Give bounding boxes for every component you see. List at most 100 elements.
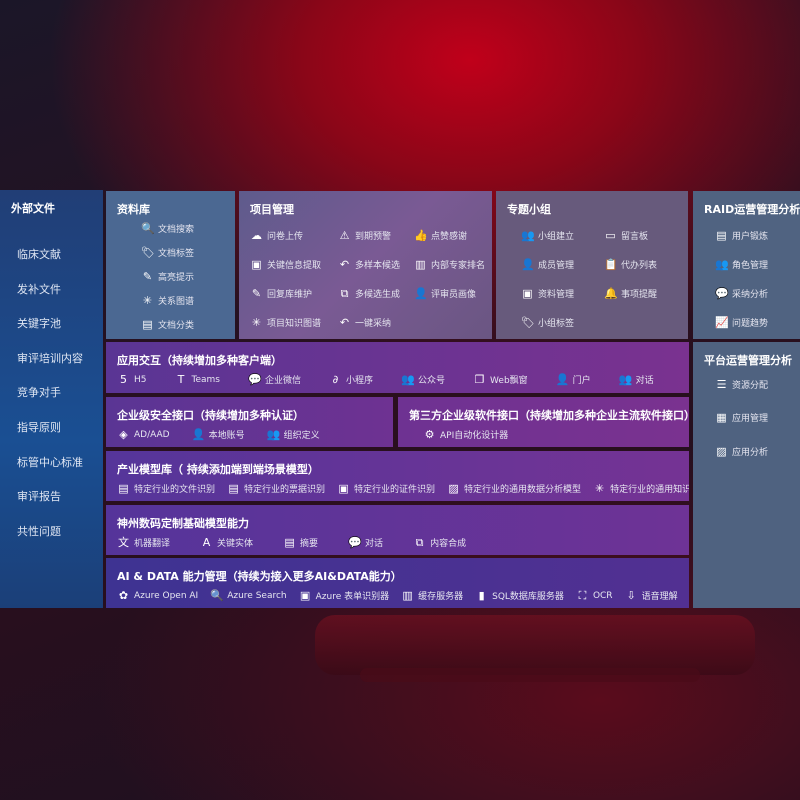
- item-speech[interactable]: ⇩ 语音理解: [625, 589, 677, 602]
- item-label: 项目知识图谱: [267, 319, 322, 329]
- panel-title: RAID运营管理分析: [704, 203, 800, 216]
- item-label: 资料管理: [538, 290, 575, 300]
- panel-industry-models: 产业模型库（ 持续添加端到端场景模型） ▤ 特定行业的文件识别 ▤ 特定行业的票据识别 ▣…: [106, 451, 689, 501]
- item-ad[interactable]: ◈ AD/AAD: [117, 428, 169, 441]
- sidebar-item[interactable]: 共性问题: [17, 524, 61, 538]
- item-label: 企业微信: [264, 376, 301, 386]
- panel-topic-group: 专题小组 👥 小组建立 ▭ 留言板 👤 成员管理 📋 代办列表 ▣ 资料管理 🔔 事项提醒 🏷 小组标签: [496, 191, 688, 339]
- item-entity[interactable]: A 关键实体: [200, 536, 253, 549]
- item-tag[interactable]: 🏷 文档标签: [141, 246, 194, 259]
- item-checklist[interactable]: ☰ 资源分配: [715, 378, 768, 391]
- item-reply[interactable]: ↶ 一键采纳: [338, 316, 391, 329]
- reply-icon: ↶: [339, 258, 350, 271]
- sidebar-item[interactable]: 竞争对手: [17, 386, 61, 400]
- item-puzzle[interactable]: ⧉ 多候选生成: [338, 287, 400, 300]
- item-chart[interactable]: ▨ 应用分析: [715, 445, 768, 458]
- item-graph[interactable]: ✳ 关系图谱: [141, 294, 194, 307]
- sidebar-item[interactable]: 审评报告: [17, 490, 61, 504]
- item-label: 资源分配: [732, 381, 769, 391]
- monitor-stand: [315, 615, 755, 675]
- item-graph[interactable]: ✳ 特定行业的通用知识图谱模型: [593, 482, 689, 495]
- item-ranking[interactable]: ▥ 内部专家排名: [414, 258, 485, 271]
- item-teams[interactable]: T Teams: [175, 373, 220, 386]
- reply-icon: ↶: [339, 316, 350, 329]
- item-label: 留言板: [621, 232, 649, 242]
- alarm-icon: ⚠: [339, 229, 350, 242]
- item-chart[interactable]: ▨ 特定行业的通用数据分析模型: [447, 482, 581, 495]
- item-folder[interactable]: ▣ 资料管理: [521, 287, 574, 300]
- sidebar-item[interactable]: 指导原则: [17, 421, 61, 434]
- item-qa[interactable]: 💬 采纳分析: [715, 287, 768, 300]
- sidebar-item[interactable]: 发补文件: [17, 282, 61, 296]
- item-reply[interactable]: ↶ 多样本候选: [338, 258, 400, 271]
- item-ocr[interactable]: ⛶ OCR: [576, 589, 613, 602]
- item-portal[interactable]: 👤 门户: [556, 373, 591, 386]
- item-user[interactable]: 👤 评审员画像: [414, 287, 476, 300]
- item-trend[interactable]: 📈 问题趋势: [715, 316, 768, 329]
- sidebar-item[interactable]: 临床文献: [17, 248, 61, 261]
- trend-icon: 📈: [715, 316, 729, 329]
- item-pen[interactable]: ✎ 高亮提示: [141, 270, 194, 283]
- item-organization[interactable]: 👥 组织定义: [267, 428, 320, 441]
- folder-icon: ▣: [522, 287, 533, 300]
- panel-title: 平台运营管理分析: [704, 354, 792, 367]
- item-cloud-upload[interactable]: ☁ 问卷上传: [250, 229, 303, 242]
- item-database[interactable]: ▮ SQL数据库服务器: [475, 589, 564, 602]
- thumbs-up-icon: 👍: [414, 229, 428, 242]
- item-edit[interactable]: ✎ 回复库维护: [250, 287, 312, 300]
- item-window[interactable]: ▣ 关键信息提取: [250, 258, 321, 271]
- chat-icon: 👥: [618, 373, 633, 386]
- item-user-add[interactable]: 👤 成员管理: [521, 258, 574, 271]
- item-miniprogram[interactable]: ∂ 小程序: [329, 373, 373, 386]
- item-label: 机器翻译: [134, 539, 171, 549]
- item-summary[interactable]: ▤ 摘要: [283, 536, 318, 549]
- item-id-card[interactable]: ▤ 用户锻炼: [715, 229, 768, 242]
- item-openai[interactable]: ✿ Azure Open AI: [117, 589, 198, 602]
- item-bell[interactable]: 🔔 事项提醒: [604, 287, 657, 300]
- item-apps[interactable]: ▦ 应用管理: [715, 411, 768, 424]
- item-label: 多样本候选: [355, 261, 401, 271]
- panel-platform-analysis: 平台运营管理分析 ☰ 资源分配 ▦ 应用管理 ▨ 应用分析: [693, 342, 800, 608]
- item-thumbs-up[interactable]: 👍 点赞感谢: [414, 229, 467, 242]
- item-clipboard[interactable]: 📋 代办列表: [604, 258, 657, 271]
- panel-security-interface: 企业级安全接口（持续增加多种认证） ◈ AD/AAD 👤 本地账号 👥 组织定义: [106, 397, 393, 447]
- item-receipt[interactable]: ▤ 特定行业的票据识别: [227, 482, 325, 495]
- sidebar-item[interactable]: 审评培训内容: [17, 351, 83, 365]
- item-label: OCR: [592, 590, 613, 601]
- item-public-account[interactable]: 👥 公众号: [401, 373, 445, 386]
- item-window[interactable]: ❐ Web飘窗: [473, 373, 528, 386]
- panel-title: 资料库: [117, 203, 150, 216]
- panel-title: 神州数码定制基础模型能力: [117, 517, 249, 530]
- item-translate[interactable]: 文机器翻译: [117, 536, 170, 549]
- item-alarm[interactable]: ⚠ 到期预警: [338, 229, 391, 242]
- item-row: ⚙ API自动化设计器: [423, 428, 509, 441]
- item-label: 本地账号: [208, 431, 245, 441]
- item-file[interactable]: ▤ 特定行业的文件识别: [117, 482, 215, 495]
- sidebar-item[interactable]: 关键字池: [17, 317, 61, 331]
- item-search[interactable]: 🔍 Azure Search: [210, 589, 286, 602]
- item-file-search[interactable]: 🔍 文档搜索: [141, 222, 194, 235]
- item-cache-server[interactable]: ▥ 缓存服务器: [401, 589, 463, 602]
- item-bbs[interactable]: ▭ 留言板: [604, 229, 648, 242]
- openai-icon: ✿: [118, 589, 129, 602]
- item-label: 关键信息提取: [267, 261, 322, 271]
- item-tag[interactable]: 🏷 小组标签: [521, 316, 574, 329]
- item-chat[interactable]: 👥 对话: [619, 373, 654, 386]
- sidebar-item[interactable]: 标管中心标准: [17, 455, 83, 469]
- item-puzzle[interactable]: ⧉ 内容合成: [413, 536, 466, 549]
- users-icon: 👥: [521, 229, 535, 242]
- item-form-recognizer[interactable]: ▣ Azure 表单识别器: [299, 589, 389, 602]
- item-wecom[interactable]: 💬 企业微信: [248, 373, 301, 386]
- item-id-card[interactable]: ▣ 特定行业的证件识别: [337, 482, 435, 495]
- user-add-icon: 👤: [521, 258, 535, 271]
- wecom-icon: 💬: [247, 373, 262, 386]
- item-html5[interactable]: 5 H5: [117, 373, 147, 386]
- item-local-account[interactable]: 👤 本地账号: [192, 428, 245, 441]
- item-chat[interactable]: 💬 对话: [348, 536, 383, 549]
- local-account-icon: 👤: [191, 428, 206, 441]
- item-gear[interactable]: ⚙ API自动化设计器: [423, 428, 509, 441]
- item-document[interactable]: ▤ 文档分类: [141, 318, 194, 331]
- item-graph[interactable]: ✳ 项目知识图谱: [250, 316, 321, 329]
- item-users[interactable]: 👥 角色管理: [715, 258, 768, 271]
- item-users[interactable]: 👥 小组建立: [521, 229, 574, 242]
